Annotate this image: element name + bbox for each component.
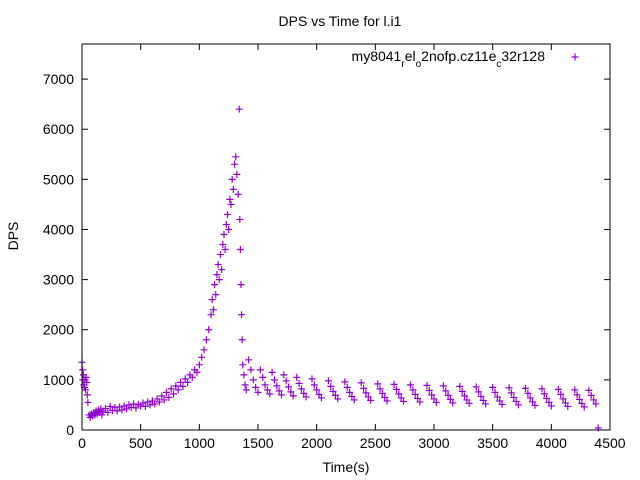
y-tick-label: 5000 bbox=[43, 171, 74, 187]
x-tick-label: 3000 bbox=[418, 435, 449, 451]
x-tick-label: 2000 bbox=[301, 435, 332, 451]
x-tick-label: 2500 bbox=[360, 435, 391, 451]
y-tick-label: 3000 bbox=[43, 272, 74, 288]
chart-title: DPS vs Time for l.i1 bbox=[279, 13, 402, 29]
x-tick-label: 3500 bbox=[477, 435, 508, 451]
x-tick-label: 500 bbox=[129, 435, 153, 451]
y-tick-label: 7000 bbox=[43, 71, 74, 87]
y-tick-label: 4000 bbox=[43, 221, 74, 237]
y-tick-label: 1000 bbox=[43, 372, 74, 388]
x-tick-label: 0 bbox=[78, 435, 86, 451]
x-tick-label: 1500 bbox=[242, 435, 273, 451]
x-tick-label: 1000 bbox=[184, 435, 215, 451]
x-axis-label: Time(s) bbox=[323, 459, 370, 475]
x-tick-label: 4500 bbox=[594, 435, 625, 451]
x-tick-label: 4000 bbox=[536, 435, 567, 451]
y-axis-label: DPS bbox=[5, 222, 21, 251]
y-tick-label: 0 bbox=[66, 422, 74, 438]
y-tick-label: 2000 bbox=[43, 322, 74, 338]
y-tick-label: 6000 bbox=[43, 121, 74, 137]
